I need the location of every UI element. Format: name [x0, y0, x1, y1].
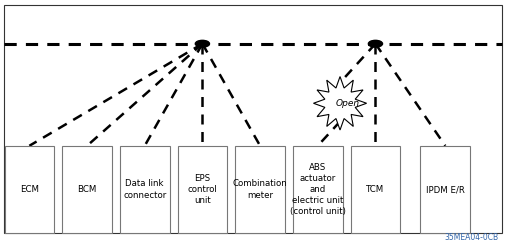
FancyBboxPatch shape: [350, 146, 399, 233]
Text: Open: Open: [335, 99, 359, 108]
Text: IPDM E/R: IPDM E/R: [425, 185, 464, 194]
Text: 35MEA04-0CB: 35MEA04-0CB: [443, 233, 497, 242]
Text: ECM: ECM: [20, 185, 39, 194]
FancyBboxPatch shape: [292, 146, 342, 233]
Text: EPS
control
unit: EPS control unit: [187, 174, 217, 205]
Circle shape: [195, 40, 209, 47]
Text: ABS
actuator
and
electric unit
(control unit): ABS actuator and electric unit (control …: [289, 163, 345, 216]
FancyBboxPatch shape: [177, 146, 227, 233]
FancyBboxPatch shape: [420, 146, 469, 233]
Text: Combination
meter: Combination meter: [232, 180, 287, 200]
FancyBboxPatch shape: [235, 146, 284, 233]
FancyBboxPatch shape: [120, 146, 169, 233]
Text: TCM: TCM: [366, 185, 384, 194]
FancyBboxPatch shape: [62, 146, 112, 233]
Polygon shape: [313, 77, 366, 130]
FancyBboxPatch shape: [5, 146, 54, 233]
Text: Data link
connector: Data link connector: [123, 180, 166, 200]
Text: BCM: BCM: [77, 185, 96, 194]
Circle shape: [368, 40, 382, 47]
